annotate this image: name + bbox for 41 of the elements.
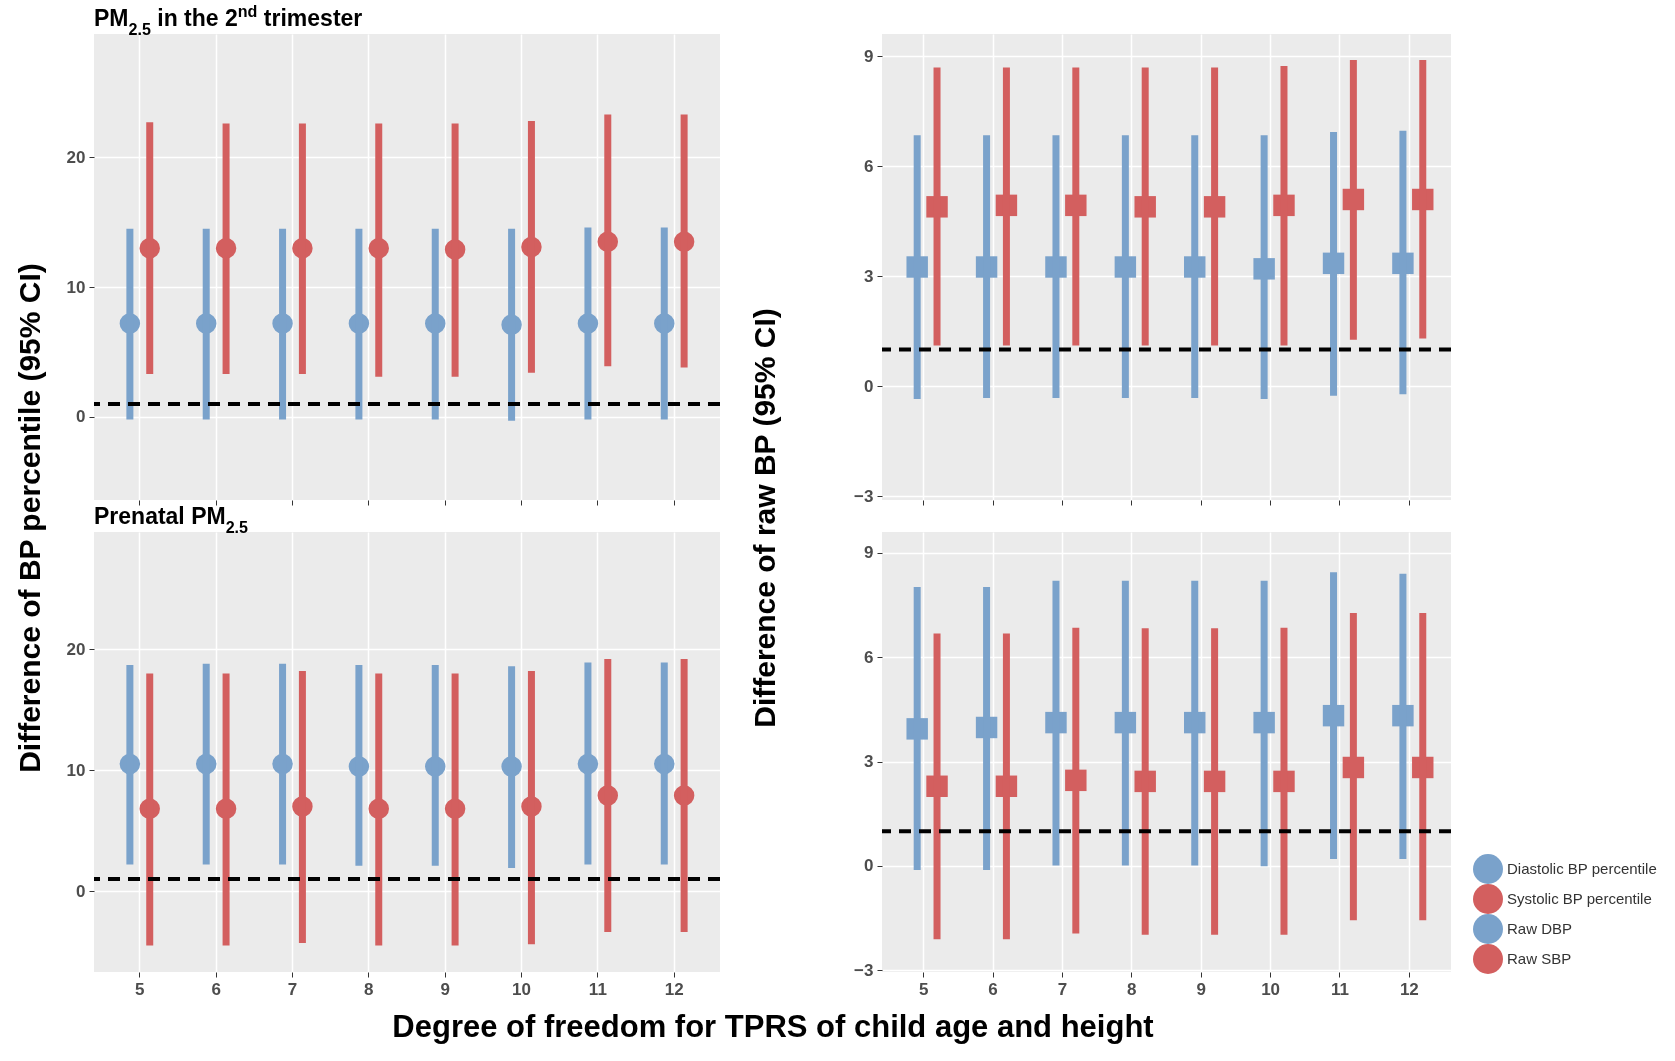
x-tick-label: 6 (988, 979, 998, 999)
y-tick-label: 10 (66, 760, 86, 780)
x-tick-label: 11 (1330, 979, 1349, 999)
y-axis-title: Difference of BP percentile (95% CI) (13, 263, 47, 773)
x-tick-label: 7 (1057, 979, 1068, 999)
y-tick-label: 0 (864, 856, 874, 876)
y-tick-label: 9 (864, 46, 874, 66)
x-axis-title: Degree of freedom for TPRS of child age and height (392, 1008, 1154, 1044)
y-tick-label: −3 (854, 960, 874, 980)
y-tick-label: 10 (66, 277, 86, 297)
y-tick-label: 20 (66, 639, 86, 659)
x-tick-label: 9 (1196, 979, 1206, 999)
y-tick-label: 9 (864, 543, 874, 563)
y-axis-title: Difference of raw BP (95% CI) (748, 308, 782, 728)
y-tick-label: 3 (864, 752, 874, 772)
y-tick-label: 0 (76, 881, 86, 901)
y-tick-label: 3 (864, 266, 874, 286)
x-tick-label: 7 (287, 979, 298, 999)
text: Raw SBP (1507, 950, 1572, 967)
x-tick-label: 8 (364, 979, 374, 999)
legend-label: Diastolic BP percentile (1507, 860, 1657, 877)
y-tick-label: 20 (66, 147, 86, 167)
x-tick-label: 5 (135, 979, 145, 999)
x-tick-label: 11 (588, 979, 607, 999)
chart-title: PM$_{2.5}$ in the 2$^{nd}$ trimester (94, 2, 363, 38)
y-tick-label: 0 (864, 376, 874, 396)
y-tick-label: −3 (854, 486, 874, 506)
x-tick-label: 6 (211, 979, 221, 999)
x-tick-label: 10 (512, 979, 531, 999)
x-tick-label: 5 (918, 979, 929, 999)
text: Raw DBP (1507, 920, 1573, 937)
x-tick-label: 10 (1261, 979, 1281, 999)
x-tick-label: 9 (440, 979, 450, 999)
x-tick-label: 8 (1127, 979, 1137, 999)
x-tick-label: 12 (1399, 979, 1419, 999)
y-tick-label: 0 (76, 407, 86, 427)
x-tick-label: 12 (664, 979, 684, 999)
y-tick-label: 6 (864, 647, 874, 667)
chart-title: Prenatal PM$_{2.5}$ (94, 503, 249, 536)
legend-label: Systolic BP percentile (1507, 890, 1652, 907)
y-tick-label: 6 (864, 156, 874, 176)
